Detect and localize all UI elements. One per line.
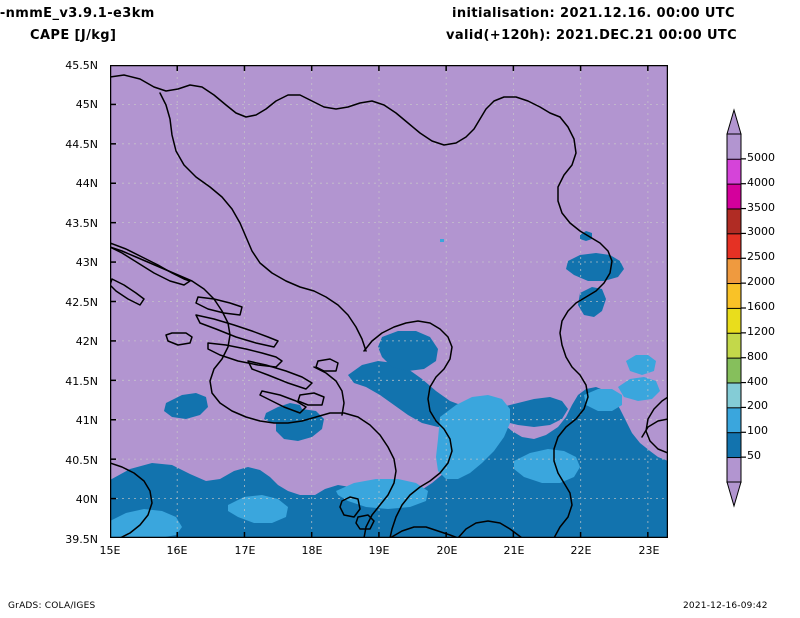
valid-time: valid(+120h): 2021.DEC.21 00:00 UTC: [446, 28, 738, 43]
colorbar-tick-label: 400: [747, 374, 768, 388]
y-tick-label: 44N: [75, 177, 98, 190]
colorbar-tick-label: 200: [747, 399, 768, 413]
y-tick-label: 45N: [75, 98, 98, 111]
y-tick-label: 44.5N: [65, 138, 98, 151]
y-tick-label: 40N: [75, 493, 98, 506]
colorbar-band: [726, 307, 742, 334]
colorbar-band: [726, 332, 742, 359]
colorbar-tick-label: 3000: [747, 225, 775, 239]
colorbar-tick-label: 100: [747, 424, 768, 438]
colorbar-band: [726, 208, 742, 235]
colorbar-tick-label: 50: [747, 449, 761, 463]
y-tick-label: 45.5N: [65, 59, 98, 72]
colorbar-tick-label: 5000: [747, 150, 775, 164]
colorbar-tick-label: 2000: [747, 275, 775, 289]
x-tick-label: 16E: [166, 544, 188, 557]
colorbar-band: [726, 357, 742, 384]
y-tick-label: 40.5N: [65, 454, 98, 467]
colorbar-under-arrow: [726, 481, 742, 508]
x-tick-label: 17E: [234, 544, 256, 557]
colorbar-band: [726, 382, 742, 409]
x-tick-label: 20E: [436, 544, 458, 557]
x-tick-label: 23E: [638, 544, 660, 557]
x-tick-label: 21E: [503, 544, 525, 557]
initialisation-time: initialisation: 2021.12.16. 00:00 UTC: [452, 6, 735, 21]
model-title: f-nmmE_v3.9.1-e3km: [0, 6, 155, 21]
y-tick-label: 42N: [75, 335, 98, 348]
colorbar-band: [726, 282, 742, 309]
colorbar-band: [726, 232, 742, 260]
variable-title: CAPE [J/kg]: [30, 28, 117, 43]
y-tick-label: 43.5N: [65, 217, 98, 230]
x-tick-label: 19E: [368, 544, 390, 557]
colorbar-band: [726, 257, 742, 285]
colorbar-tick-label: 1600: [747, 300, 775, 313]
lat-lon-grid: [110, 65, 668, 538]
coastline-and-borders: [110, 74, 668, 538]
y-tick-label: 39.5N: [65, 533, 98, 546]
colorbar-over-arrow: [726, 108, 742, 135]
colorbar-band: [726, 133, 742, 160]
x-tick-label: 22E: [570, 544, 592, 557]
colorbar-band: [726, 406, 742, 434]
colorbar-band: [726, 431, 742, 459]
y-tick-label: 41N: [75, 414, 98, 427]
x-tick-label: 15E: [99, 544, 121, 557]
y-tick-label: 43N: [75, 256, 98, 269]
colorbar-tick-label: 1200: [747, 324, 775, 338]
y-tick-label: 41.5N: [65, 375, 98, 388]
colorbar-tick-label: 3500: [747, 200, 775, 214]
map-plot-area: [110, 65, 668, 538]
colorbar-band: [726, 183, 742, 210]
colorbar-tick-label: 800: [747, 349, 768, 363]
render-timestamp: 2021-12-16-09:42: [683, 601, 768, 611]
colorbar-band: [726, 158, 742, 185]
grads-credit: GrADS: COLA/IGES: [8, 601, 96, 611]
colorbar-tick-label: 4000: [747, 175, 775, 189]
colorbar-band: [726, 456, 742, 483]
colorbar-tick-label: 2500: [747, 250, 775, 264]
colorbar: [726, 108, 746, 508]
x-tick-label: 18E: [301, 544, 323, 557]
y-tick-label: 42.5N: [65, 296, 98, 309]
